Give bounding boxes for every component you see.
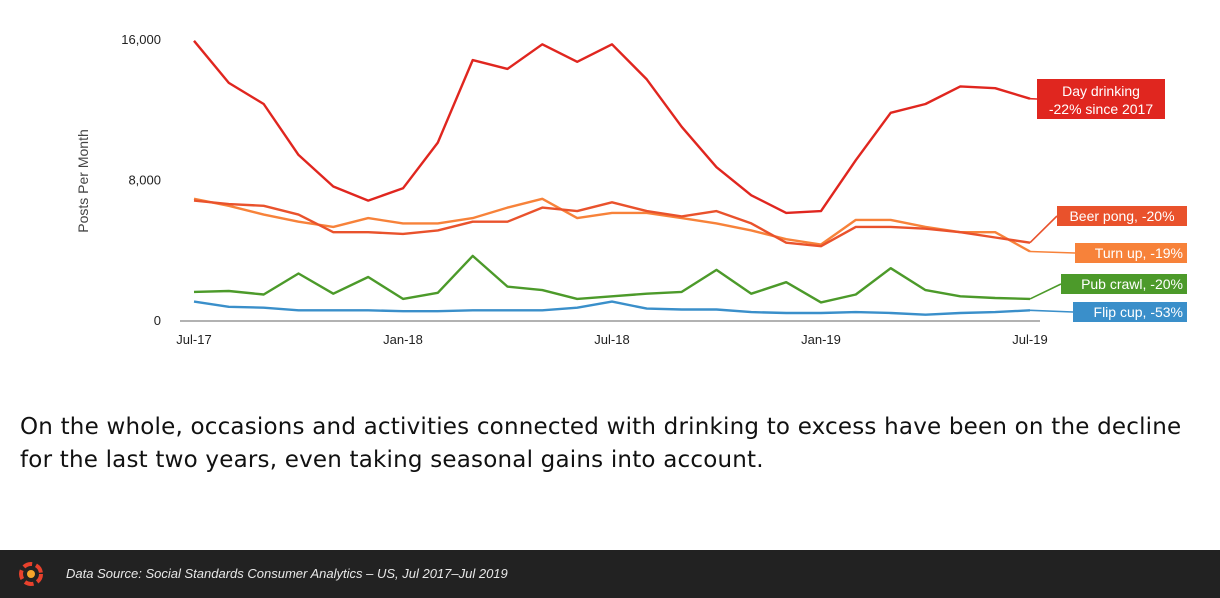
brand-logo-icon xyxy=(19,562,43,586)
y-tick-label: 16,000 xyxy=(121,32,161,47)
series-label: -22% since 2017 xyxy=(1049,101,1154,117)
series-label-box xyxy=(1061,274,1187,294)
line-chart: Posts Per Month 0 8,000 16,000 Jul-17 Jan-18 J… xyxy=(75,32,1187,347)
x-tick-label: Jan-18 xyxy=(383,332,423,347)
series-label: Day drinking xyxy=(1062,83,1140,99)
x-tick-label: Jul-17 xyxy=(176,332,211,347)
label-connector xyxy=(1029,250,1076,254)
series-line-day_drinking xyxy=(193,40,1031,215)
series-label: Turn up, -19% xyxy=(1095,245,1183,261)
series-label: Flip cup, -53% xyxy=(1094,304,1183,320)
label-connector xyxy=(1029,309,1074,313)
series-label: Pub crawl, -20% xyxy=(1081,276,1183,292)
label-connector xyxy=(1029,283,1062,300)
caption-text: On the whole, occasions and activities c… xyxy=(20,414,1182,473)
series-label-box xyxy=(1037,79,1165,119)
label-connector xyxy=(1029,215,1058,244)
series-line-pub_crawl xyxy=(193,254,1031,304)
series-label-box xyxy=(1075,243,1187,263)
series-label: Beer pong, -20% xyxy=(1069,208,1174,224)
x-tick-label: Jul-19 xyxy=(1012,332,1047,347)
x-tick-label: Jul-18 xyxy=(594,332,629,347)
data-source-text: Data Source: Social Standards Consumer A… xyxy=(66,566,508,581)
series-line-beer_pong xyxy=(193,199,1031,248)
series-label-box xyxy=(1057,206,1187,226)
series-label-box xyxy=(1073,302,1187,322)
y-tick-label: 0 xyxy=(154,313,161,328)
series-line-flip_cup xyxy=(193,300,1031,316)
series-line-turn_up xyxy=(193,197,1031,253)
footer-bar: Data Source: Social Standards Consumer A… xyxy=(0,550,1220,598)
y-tick-label: 8,000 xyxy=(128,173,161,188)
y-axis-label: Posts Per Month xyxy=(75,129,91,233)
x-tick-label: Jan-19 xyxy=(801,332,841,347)
